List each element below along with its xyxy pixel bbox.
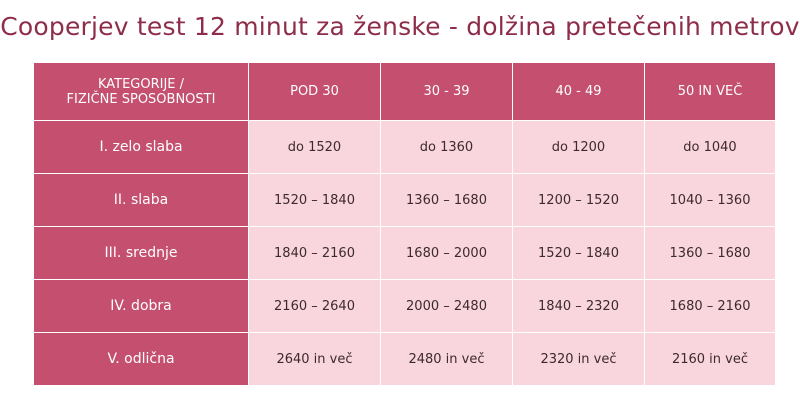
table-row: V. odlična 2640 in več 2480 in več 2320 … <box>33 332 776 386</box>
page-title: Cooperjev test 12 minut za ženske - dolž… <box>0 12 800 41</box>
table-cell: do 1200 <box>512 120 645 174</box>
table-cell: 1680 – 2000 <box>380 226 513 280</box>
table-cell: 2480 in več <box>380 332 513 386</box>
table-cell: 1840 – 2320 <box>512 279 645 333</box>
table-row: I. zelo slaba do 1520 do 1360 do 1200 do… <box>33 120 776 174</box>
table-row: II. slaba 1520 – 1840 1360 – 1680 1200 –… <box>33 173 776 227</box>
table-cell: 2000 – 2480 <box>380 279 513 333</box>
row-category: IV. dobra <box>33 279 249 333</box>
table-cell: do 1520 <box>248 120 381 174</box>
table-cell: 2160 – 2640 <box>248 279 381 333</box>
table-row: IV. dobra 2160 – 2640 2000 – 2480 1840 –… <box>33 279 776 333</box>
header-age-40-49: 40 - 49 <box>512 62 645 121</box>
table-cell: 1040 – 1360 <box>644 173 776 227</box>
table-cell: 2640 in več <box>248 332 381 386</box>
header-category: KATEGORIJE / FIZIČNE SPOSOBNOSTI <box>33 62 249 121</box>
cooper-test-table: KATEGORIJE / FIZIČNE SPOSOBNOSTI POD 30 … <box>33 62 776 386</box>
table-cell: 1840 – 2160 <box>248 226 381 280</box>
table-cell: 1360 – 1680 <box>644 226 776 280</box>
table-row: III. srednje 1840 – 2160 1680 – 2000 152… <box>33 226 776 280</box>
header-age-30-39: 30 - 39 <box>380 62 513 121</box>
table-cell: do 1360 <box>380 120 513 174</box>
header-category-line1: KATEGORIJE / <box>97 76 185 92</box>
header-age-50-plus: 50 IN VEČ <box>644 62 776 121</box>
table-cell: 1520 – 1840 <box>512 226 645 280</box>
row-category: I. zelo slaba <box>33 120 249 174</box>
table-cell: do 1040 <box>644 120 776 174</box>
header-category-line2: FIZIČNE SPOSOBNOSTI <box>66 91 216 107</box>
table-cell: 1520 – 1840 <box>248 173 381 227</box>
table-cell: 1360 – 1680 <box>380 173 513 227</box>
table-cell: 1680 – 2160 <box>644 279 776 333</box>
table-cell: 2320 in več <box>512 332 645 386</box>
table-cell: 1200 – 1520 <box>512 173 645 227</box>
row-category: II. slaba <box>33 173 249 227</box>
row-category: V. odlična <box>33 332 249 386</box>
table-header-row: KATEGORIJE / FIZIČNE SPOSOBNOSTI POD 30 … <box>33 62 776 121</box>
header-age-under-30: POD 30 <box>248 62 381 121</box>
row-category: III. srednje <box>33 226 249 280</box>
table-cell: 2160 in več <box>644 332 776 386</box>
